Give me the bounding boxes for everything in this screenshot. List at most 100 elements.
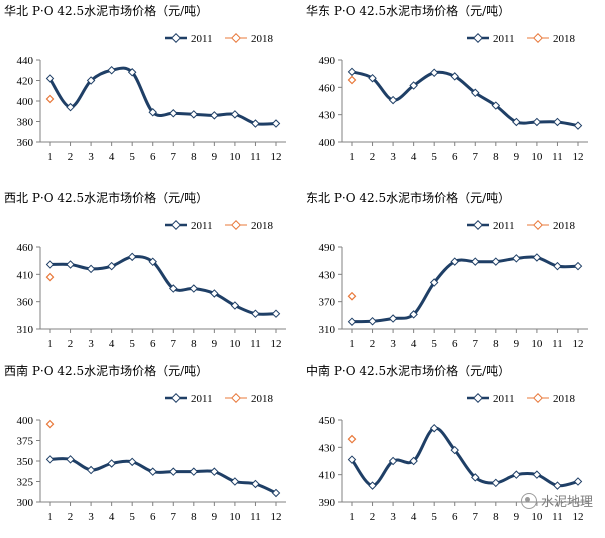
series-2011-point (66, 102, 75, 112)
legend-marker (473, 393, 483, 403)
series-2011-point (429, 278, 439, 287)
series-2011-point (169, 467, 178, 476)
series-2011-point (251, 479, 260, 489)
x-tick-label: 11 (552, 511, 563, 523)
x-tick-label: 3 (88, 151, 94, 163)
watermark-icon (520, 493, 537, 509)
x-tick-label: 9 (514, 151, 520, 163)
chart-title: 西北 P·O 42.5水泥市场价格（元/吨） (4, 191, 209, 205)
chart-panel: 西南 P·O 42.5水泥市场价格（元/吨） 300 325 350 375 400 1 2 3… (0, 360, 296, 538)
x-tick-label: 1 (349, 151, 355, 163)
legend-marker (231, 393, 241, 403)
chart-panel: 西北 P·O 42.5水泥市场价格（元/吨） 310 360 410 460 1 2 3 4 5 6… (0, 187, 296, 365)
series-2011-point (347, 67, 357, 77)
x-tick-label: 4 (109, 338, 115, 350)
x-tick-label: 9 (514, 338, 520, 350)
series-2018-point (45, 94, 55, 104)
series-2011-point (347, 317, 357, 326)
legend-label: 2011 (191, 393, 213, 405)
series-2011-point (86, 76, 96, 85)
chart-title: 华东 P·O 42.5水泥市场价格（元/吨） (306, 4, 511, 18)
legend-label: 2018 (251, 393, 274, 405)
series-2011-point (368, 73, 377, 83)
legend-marker (171, 220, 181, 230)
y-tick-label: 310 (319, 324, 336, 336)
y-tick-label: 450 (319, 415, 336, 427)
x-tick-label: 1 (349, 511, 355, 523)
series-2011-point (471, 88, 480, 98)
y-tick-label: 410 (17, 269, 34, 281)
x-tick-label: 10 (531, 511, 543, 523)
legend-label: 2018 (553, 33, 576, 45)
series-2011-point (512, 254, 521, 263)
series-2011-point (271, 488, 281, 498)
series-2011-point (189, 284, 199, 293)
y-tick-label: 430 (319, 269, 336, 281)
series-2018-point (45, 419, 55, 429)
x-tick-label: 11 (552, 338, 563, 350)
x-tick-label: 2 (370, 151, 376, 163)
series-2011-point (86, 264, 96, 274)
series-2011-point (409, 81, 418, 90)
series-2011-point (230, 110, 240, 119)
series-2011-point (450, 445, 459, 455)
y-tick-label: 440 (17, 55, 34, 67)
series-2011-point (251, 119, 260, 128)
x-tick-label: 8 (191, 511, 197, 523)
x-tick-label: 10 (531, 338, 543, 350)
y-tick-label: 410 (319, 470, 336, 482)
series-2011-point (210, 289, 219, 298)
y-tick-label: 400 (17, 96, 34, 108)
series-2011-point (573, 477, 583, 486)
x-tick-label: 2 (370, 338, 376, 350)
x-tick-label: 9 (514, 511, 520, 523)
x-tick-label: 6 (150, 151, 156, 163)
x-tick-label: 9 (212, 151, 218, 163)
series-2011-point (471, 473, 480, 482)
series-2011-point (169, 109, 178, 118)
series-2011-point (491, 257, 501, 266)
x-tick-label: 11 (250, 151, 261, 163)
y-tick-label: 350 (17, 456, 34, 468)
chart-title: 中南 P·O 42.5水泥市场价格（元/吨） (306, 364, 511, 378)
legend-label: 2011 (493, 33, 515, 45)
x-tick-label: 12 (573, 338, 584, 350)
chart-title: 华北 P·O 42.5水泥市场价格（元/吨） (4, 4, 209, 18)
chart-title: 东北 P·O 42.5水泥市场价格（元/吨） (306, 191, 511, 205)
series-2011-line (350, 426, 579, 488)
x-tick-label: 7 (171, 151, 177, 163)
series-2011-point (271, 309, 281, 318)
y-tick-label: 390 (319, 497, 336, 509)
series-2011-point (189, 110, 199, 119)
chart-panel: 东北 P·O 42.5水泥市场价格（元/吨） 310 370 430 490 1 2 3 4 5 6… (302, 187, 598, 365)
legend-marker (171, 393, 181, 403)
series-2011-point (230, 477, 240, 486)
x-tick-label: 1 (47, 151, 53, 163)
x-tick-label: 3 (390, 338, 396, 350)
series-2011-point (107, 261, 116, 271)
series-2011-point (553, 117, 562, 127)
series-2011-point (512, 470, 521, 479)
series-2011-point (471, 257, 480, 266)
series-2011-point (347, 455, 357, 464)
x-tick-label: 5 (431, 338, 437, 350)
x-tick-label: 11 (250, 338, 261, 350)
series-2011-point (368, 317, 377, 326)
legend-marker (533, 220, 543, 230)
series-2018-point (347, 434, 357, 444)
x-tick-label: 6 (150, 511, 156, 523)
x-tick-label: 3 (88, 338, 94, 350)
legend-label: 2018 (251, 33, 274, 45)
x-tick-label: 7 (473, 151, 479, 163)
chart-title: 西南 P·O 42.5水泥市场价格（元/吨） (4, 364, 209, 378)
y-tick-label: 370 (319, 297, 336, 309)
series-2011-point (368, 481, 377, 490)
series-2011-point (210, 111, 219, 120)
legend-marker (171, 33, 181, 43)
x-tick-label: 10 (229, 511, 241, 523)
series-2011-point (148, 467, 157, 476)
series-2011-point (573, 121, 583, 130)
series-2011-point (409, 456, 418, 466)
